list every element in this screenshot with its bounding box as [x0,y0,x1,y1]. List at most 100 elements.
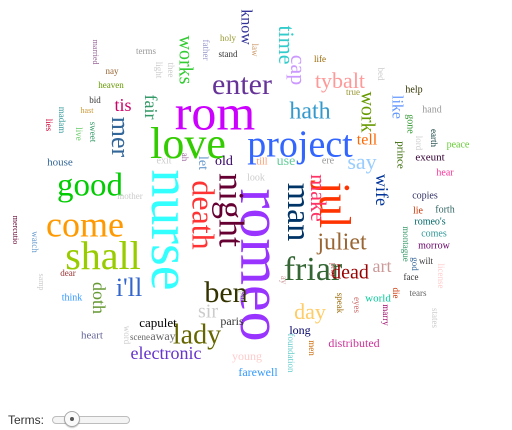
cloud-word-work[interactable]: work [356,91,378,132]
cloud-word-art[interactable]: art [373,256,392,276]
cloud-word-ay[interactable]: ay [279,276,289,285]
cloud-word-word[interactable]: word [122,326,132,345]
cloud-word-peace[interactable]: peace [447,139,470,150]
cloud-word-enter[interactable]: enter [212,68,272,101]
cloud-word-heart[interactable]: heart [81,330,103,342]
cloud-word-god[interactable]: god [410,257,420,271]
cloud-word-lord[interactable]: lord [414,136,424,151]
cloud-word-wife[interactable]: wife [372,174,392,206]
terms-slider-track[interactable] [52,416,130,424]
terms-slider[interactable] [52,411,130,427]
cloud-word-hand[interactable]: hand [422,104,441,115]
cloud-word-heaven[interactable]: heaven [98,80,124,90]
cloud-word-face[interactable]: face [404,272,419,282]
cloud-word-mercutio[interactable]: mercutio [11,216,20,244]
cloud-word-dead[interactable]: dead [331,262,369,284]
cloud-word-nurse[interactable]: nurse [139,169,201,290]
cloud-word-look[interactable]: look [247,172,265,183]
cloud-word-lie[interactable]: lie [413,205,424,216]
terms-slider-thumb[interactable] [64,411,81,427]
cloud-word-fair[interactable]: fair [141,95,161,120]
cloud-word-die[interactable]: die [391,288,401,299]
cloud-word-life[interactable]: life [314,54,326,64]
cloud-word-speak[interactable]: speak [335,293,345,314]
cloud-word-nay[interactable]: nay [106,66,119,76]
cloud-word-farewell[interactable]: farewell [238,365,278,379]
cloud-word-foundation[interactable]: foundation [286,334,296,373]
cloud-word-come[interactable]: come [46,204,124,244]
cloud-word-montague[interactable]: montague [401,226,411,262]
cloud-word-works[interactable]: works [174,36,196,85]
cloud-word-pray[interactable]: pray [329,263,338,277]
cloud-word-stand[interactable]: stand [219,49,238,59]
cloud-word-ere[interactable]: ere [322,155,335,166]
cloud-word-father[interactable]: father [201,40,211,61]
cloud-word-true[interactable]: true [346,87,360,97]
cloud-word-terms[interactable]: terms [136,46,156,56]
cloud-word-electronic[interactable]: electronic [131,343,202,363]
cloud-word-old[interactable]: old [215,154,233,169]
cloud-word-law[interactable]: law [250,44,260,57]
cloud-word-jul[interactable]: jul [310,180,359,228]
cloud-word-copies[interactable]: copies [412,190,438,201]
cloud-word-bed[interactable]: bed [376,68,386,81]
cloud-word-married[interactable]: married [91,40,100,65]
cloud-word-use[interactable]: use [277,154,296,169]
cloud-word-bid[interactable]: bid [89,95,101,105]
cloud-word-capulet[interactable]: capulet [139,315,177,330]
cloud-word-make[interactable]: make [306,174,331,222]
cloud-word-distributed[interactable]: distributed [328,336,379,350]
cloud-word-friar[interactable]: friar [284,251,343,288]
cloud-word-mer[interactable]: mer [106,117,135,158]
cloud-word-romeo[interactable]: romeo [228,188,294,341]
cloud-word-think[interactable]: think [62,292,83,303]
cloud-word-light[interactable]: light [154,62,164,79]
cloud-word-love[interactable]: love [150,119,226,168]
cloud-word-prince[interactable]: prince [394,141,406,169]
cloud-word-dear[interactable]: dear [60,268,76,278]
cloud-word-tell[interactable]: tell [357,132,378,149]
cloud-word-holy[interactable]: holy [220,33,237,43]
cloud-word-exit[interactable]: exit [157,155,172,166]
cloud-word-hath[interactable]: hath [289,99,330,125]
cloud-word-long[interactable]: long [289,323,310,337]
cloud-word-men[interactable]: men [307,340,317,356]
cloud-word-house[interactable]: house [47,157,73,169]
cloud-word-time[interactable]: time [274,25,299,64]
cloud-word-good[interactable]: good [57,168,124,204]
cloud-word-wilt[interactable]: wilt [419,256,434,266]
cloud-word-states[interactable]: states [430,308,440,328]
cloud-word-project[interactable]: project [247,124,353,166]
cloud-word-sweet[interactable]: sweet [88,122,98,143]
cloud-word-doth[interactable]: doth [89,282,109,314]
cloud-word-cap[interactable]: cap [286,55,311,86]
cloud-word-say[interactable]: say [347,149,376,174]
cloud-word-till[interactable]: till [256,156,267,167]
cloud-word-help[interactable]: help [405,84,422,95]
cloud-word-night[interactable]: night [212,173,252,247]
cloud-word-earth[interactable]: earth [429,129,439,147]
cloud-word-exeunt[interactable]: exeunt [415,152,444,164]
cloud-word-young[interactable]: young [232,349,262,363]
cloud-word-marry[interactable]: marry [381,304,391,326]
cloud-word-death[interactable]: death [186,180,222,249]
cloud-word-tybalt[interactable]: tybalt [315,68,365,93]
cloud-word-lies[interactable]: lies [44,119,54,132]
cloud-word-sir[interactable]: sir [198,301,218,323]
cloud-word-scene[interactable]: scene [130,332,150,342]
cloud-word-man[interactable]: man [280,183,317,242]
cloud-word-morrow[interactable]: morrow [418,240,450,251]
cloud-word-ah[interactable]: ah [180,153,190,162]
cloud-word-mother[interactable]: mother [117,191,143,201]
cloud-word-gone[interactable]: gone [405,114,416,134]
cloud-word-lady[interactable]: lady [173,319,221,350]
cloud-word-par[interactable]: par [238,291,247,302]
cloud-word-watch[interactable]: watch [30,231,40,253]
cloud-word-comes[interactable]: comes [421,228,447,239]
cloud-word-rom[interactable]: rom [175,84,256,140]
cloud-word-day[interactable]: day [294,299,326,324]
cloud-word-tears[interactable]: tears [410,288,427,298]
cloud-word-live[interactable]: live [74,127,84,141]
cloud-word-eyes[interactable]: eyes [352,297,362,313]
cloud-word-romeo-s[interactable]: romeo's [414,216,445,227]
